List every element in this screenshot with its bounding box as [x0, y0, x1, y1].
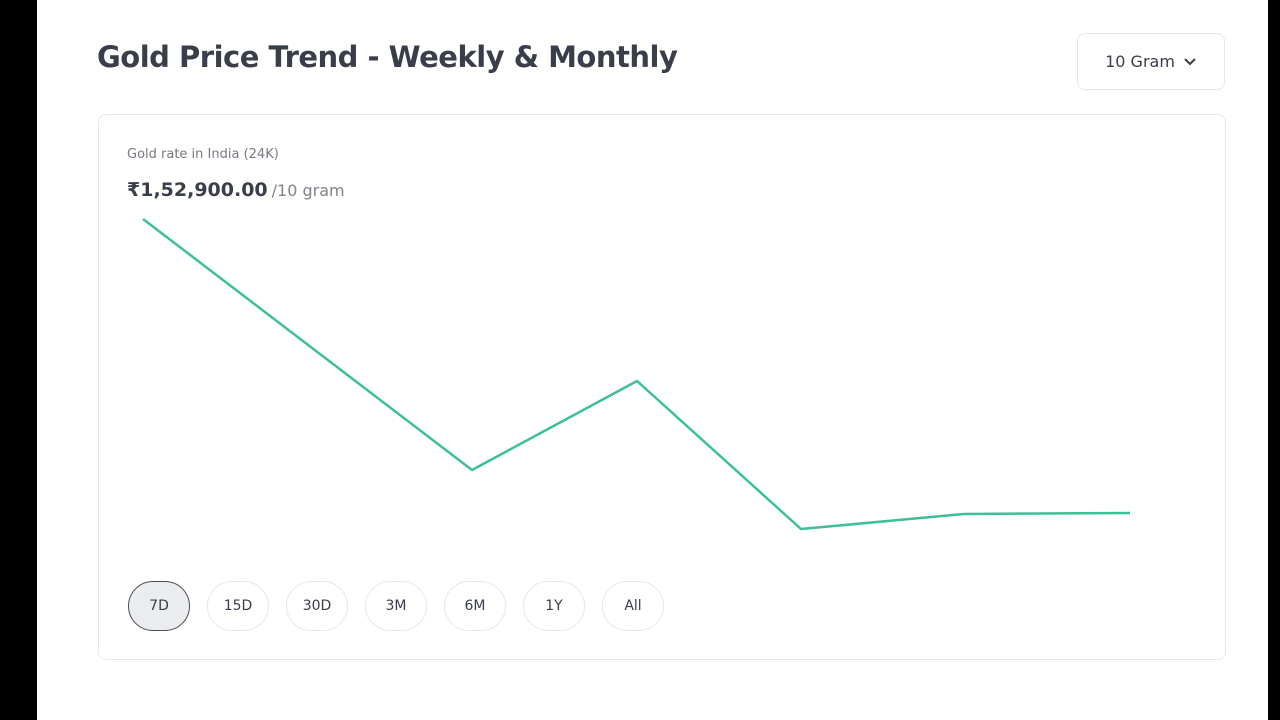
chevron-icon [1184, 57, 1196, 65]
price-unit: /10 gram [271, 181, 345, 200]
unit-selector[interactable]: 10 Gram [1077, 33, 1225, 90]
page-title: Gold Price Trend - Weekly & Monthly [97, 40, 678, 74]
rate-label: Gold rate in India (24K) [127, 147, 279, 162]
range-button[interactable]: All [602, 581, 664, 631]
unit-selector-text: 10 Gram [1105, 52, 1175, 71]
price-value: ₹1,52,900.00 [127, 179, 268, 201]
range-button[interactable]: 30D [286, 581, 348, 631]
range-button[interactable]: 7D [128, 581, 190, 631]
range-button[interactable]: 6M [444, 581, 506, 631]
price-card: Gold rate in India (24K) ₹1,52,900.00/10… [98, 114, 1226, 660]
range-buttons: 7D 15D 30D 3M 6M 1Y All [128, 581, 664, 631]
range-button[interactable]: 1Y [523, 581, 585, 631]
range-button[interactable]: 3M [365, 581, 427, 631]
content: Gold Price Trend - Weekly & Monthly 10 G… [37, 0, 1268, 720]
trend-line [142, 218, 1131, 531]
trend-line-chart [142, 218, 1131, 531]
range-button[interactable]: 15D [207, 581, 269, 631]
price: ₹1,52,900.00/10 gram [127, 179, 345, 201]
